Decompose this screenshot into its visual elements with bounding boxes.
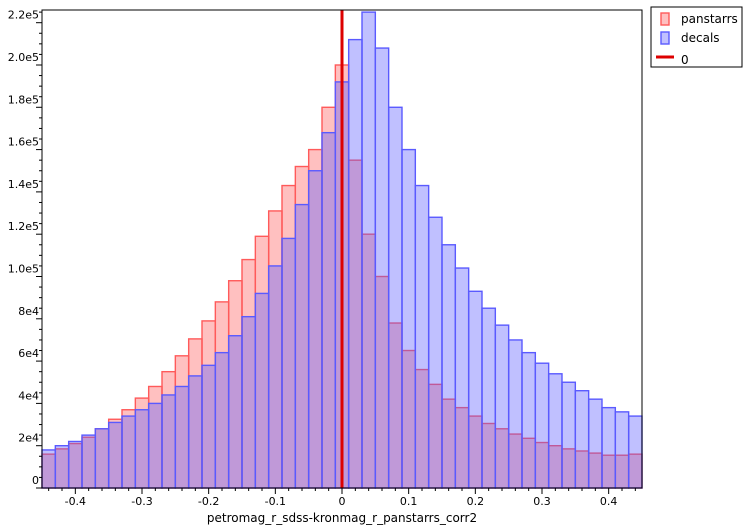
bar-decals bbox=[374, 47, 390, 489]
bar-decals bbox=[441, 244, 457, 489]
legend-label-reference: 0 bbox=[681, 53, 689, 67]
bar-decals bbox=[401, 148, 417, 489]
x-tick-label: -0.1 bbox=[265, 495, 286, 508]
y-axis: 0 2e4 4e4 6e4 8e4 1.0e5 1.2e5 1.4e5 1.6e5 1.8e5 2.… bbox=[8, 9, 42, 489]
bar-decals bbox=[187, 375, 203, 489]
bar-decals bbox=[161, 394, 177, 489]
x-tick-label: 0.2 bbox=[467, 495, 485, 508]
bar-decals bbox=[81, 434, 97, 489]
y-tick-label: 1.4e5 bbox=[8, 178, 39, 191]
bar-decals bbox=[347, 38, 363, 489]
bar-decals bbox=[41, 449, 57, 489]
x-tick-label: -0.2 bbox=[198, 495, 219, 508]
bar-decals bbox=[494, 324, 510, 489]
legend-label-panstarrs: panstarrs bbox=[681, 12, 738, 26]
y-tick-label: 1.8e5 bbox=[8, 93, 39, 106]
y-tick-label: 6e4 bbox=[18, 347, 39, 360]
bar-decals bbox=[147, 402, 163, 489]
y-tick-label: 1.6e5 bbox=[8, 136, 39, 149]
y-tick-label: 2.0e5 bbox=[8, 51, 39, 64]
x-axis-label: petromag_r_sdss-kronmag_r_panstarrs_corr… bbox=[207, 511, 477, 525]
x-tick-label: -0.3 bbox=[131, 495, 152, 508]
bar-decals bbox=[574, 390, 590, 489]
bar-decals bbox=[467, 290, 483, 489]
bar-decals bbox=[121, 415, 137, 489]
bar-decals bbox=[521, 351, 537, 489]
y-tick-label: 4e4 bbox=[18, 389, 39, 402]
bar-decals bbox=[507, 339, 523, 489]
bar-decals bbox=[201, 364, 217, 489]
bar-decals bbox=[427, 216, 443, 489]
y-tick-label: 8e4 bbox=[18, 305, 39, 318]
bar-decals bbox=[307, 170, 323, 489]
bar-decals bbox=[561, 381, 577, 489]
bar-decals bbox=[534, 362, 550, 489]
x-tick-label: 0.1 bbox=[400, 495, 418, 508]
bar-decals bbox=[67, 440, 83, 489]
legend-label-decals: decals bbox=[681, 31, 720, 45]
legend-swatch-panstarrs bbox=[660, 12, 670, 26]
bar-decals bbox=[614, 411, 630, 489]
bar-decals bbox=[481, 307, 497, 489]
bar-decals bbox=[94, 428, 110, 489]
bar-decals bbox=[174, 385, 190, 489]
bar-decals bbox=[241, 315, 257, 489]
bar-decals bbox=[134, 409, 150, 489]
bar-decals bbox=[214, 351, 230, 489]
y-tick-label: 2.2e5 bbox=[8, 9, 39, 22]
legend: panstarrs decals 0 bbox=[650, 6, 743, 68]
bar-decals bbox=[587, 398, 603, 489]
bar-decals bbox=[107, 421, 123, 489]
bar-decals bbox=[627, 415, 643, 489]
x-tick-label: 0.4 bbox=[600, 495, 618, 508]
bar-decals bbox=[601, 406, 617, 489]
bar-decals bbox=[321, 131, 337, 489]
bar-decals bbox=[454, 267, 470, 489]
bar-decals bbox=[254, 292, 270, 489]
bar-decals bbox=[387, 106, 403, 489]
y-tick-label: 1.0e5 bbox=[8, 262, 39, 275]
y-tick-label: 1.2e5 bbox=[8, 220, 39, 233]
bar-decals bbox=[294, 203, 310, 489]
bar-decals bbox=[281, 237, 297, 489]
x-axis: -0.4 -0.3 -0.2 -0.1 0 0.1 0.2 0.3 0.4 bbox=[48, 488, 636, 508]
bar-decals bbox=[547, 373, 563, 489]
x-tick-label: -0.4 bbox=[65, 495, 86, 508]
bar-decals bbox=[227, 335, 243, 489]
y-tick-label: 0 bbox=[32, 474, 39, 487]
bar-decals bbox=[361, 11, 377, 489]
bar-decals bbox=[414, 184, 430, 489]
x-tick-label: 0.3 bbox=[533, 495, 551, 508]
y-tick-label: 2e4 bbox=[18, 432, 39, 445]
bar-decals bbox=[54, 445, 70, 489]
legend-swatch-decals bbox=[660, 31, 670, 45]
x-tick-label: 0 bbox=[339, 495, 346, 508]
bar-decals bbox=[267, 265, 283, 489]
